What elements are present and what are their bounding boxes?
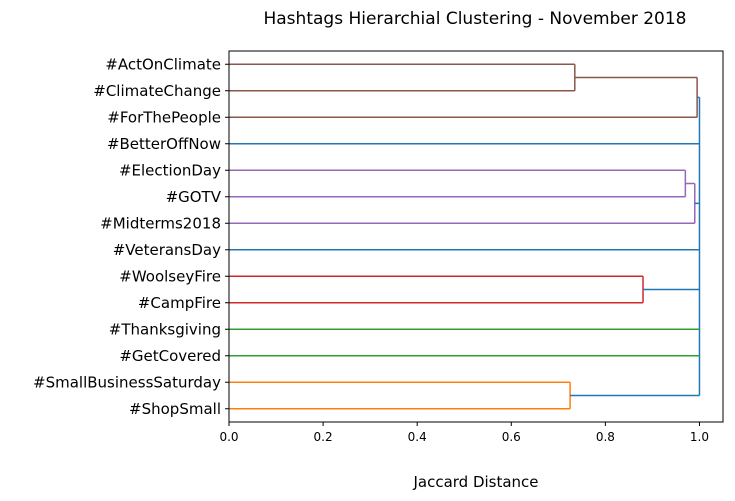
leaf-label: #ElectionDay xyxy=(119,161,221,179)
x-tick-label: 0.8 xyxy=(596,430,615,444)
chart-title: Hashtags Hierarchial Clustering - Novemb… xyxy=(263,9,686,29)
x-tick-label: 0.0 xyxy=(219,430,238,444)
leaf-label: #CampFire xyxy=(138,294,221,312)
x-axis-label: Jaccard Distance xyxy=(412,473,538,491)
leaf-label: #ActOnClimate xyxy=(105,55,221,73)
leaf-label: #GOTV xyxy=(166,188,222,206)
leaf-label: #VeteransDay xyxy=(113,241,221,259)
leaf-label: #Thanksgiving xyxy=(109,320,221,338)
leaf-label: #BetterOffNow xyxy=(107,135,221,153)
leaf-label: #ForThePeople xyxy=(107,108,221,126)
x-tick-label: 0.6 xyxy=(502,430,521,444)
leaf-label: #Midterms2018 xyxy=(100,214,221,232)
leaf-label: #SmallBusinessSaturday xyxy=(33,373,221,391)
x-tick-label: 0.2 xyxy=(314,430,333,444)
plot-frame xyxy=(228,50,724,423)
x-axis-ticks: 0.0 0.2 0.4 0.6 0.8 1.0 xyxy=(219,422,709,444)
leaf-label: #ShopSmall xyxy=(129,400,221,418)
leaf-labels: #ActOnClimate #ClimateChange #ForThePeople… xyxy=(33,55,229,418)
leaf-label: #ClimateChange xyxy=(93,82,221,100)
leaf-label: #WoolseyFire xyxy=(119,267,221,285)
x-tick-label: 0.4 xyxy=(408,430,427,444)
leaf-label: #GetCovered xyxy=(119,347,221,365)
x-tick-label: 1.0 xyxy=(690,430,709,444)
dendrogram-links xyxy=(229,63,701,410)
